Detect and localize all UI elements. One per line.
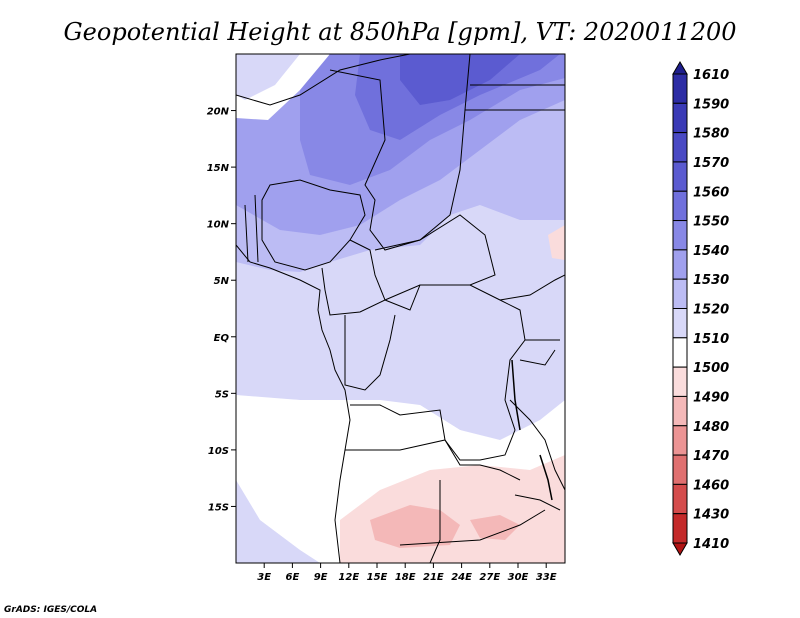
- colorbar-segment: [672, 337, 688, 368]
- x-tick-label: 30E: [508, 572, 529, 583]
- colorbar-segment: [672, 73, 688, 104]
- y-tick-label: 15S: [208, 502, 229, 513]
- y-axis: 20N 15N 10N 5N EQ 5S 10S 15S: [207, 107, 236, 513]
- map-title: Geopotential Height at 850hPa [gpm], VT:…: [64, 18, 737, 46]
- x-tick-label: 12E: [338, 572, 359, 583]
- colorbar-label: 1460: [693, 478, 729, 493]
- x-tick-label: 33E: [536, 572, 557, 583]
- colorbar-segment: [672, 395, 688, 427]
- y-tick-label: 5N: [214, 276, 230, 287]
- colorbar-segment: [672, 220, 688, 251]
- colorbar: 1610 1590 1580 1570 1560 1550 1540 1530 1520 1510…: [672, 61, 729, 556]
- colorbar-segment: [672, 425, 688, 456]
- y-tick-label: 5S: [215, 389, 229, 400]
- colorbar-label: 1490: [693, 390, 729, 405]
- colorbar-label: 1550: [693, 215, 729, 230]
- x-tick-label: 21E: [423, 572, 444, 583]
- colorbar-top-arrow: [672, 61, 688, 75]
- colorbar-label: 1410: [693, 537, 729, 552]
- colorbar-segment: [672, 483, 688, 515]
- colorbar-label: 1480: [693, 420, 729, 435]
- colorbar-label: 1560: [693, 185, 729, 200]
- x-tick-label: 3E: [257, 572, 271, 583]
- colorbar-segment: [672, 513, 688, 544]
- colorbar-label: 1520: [693, 303, 729, 318]
- colorbar-segment: [672, 308, 688, 339]
- x-tick-label: 18E: [395, 572, 416, 583]
- colorbar-label: 1540: [693, 244, 729, 259]
- colorbar-segment: [672, 454, 688, 485]
- y-tick-label: 10S: [208, 446, 229, 457]
- x-tick-label: 27E: [479, 572, 500, 583]
- map-frame: [235, 53, 566, 564]
- colorbar-label: 1510: [693, 332, 729, 347]
- x-axis: 3E 6E 9E 12E 15E 18E 21E 24E 27E 30E 33E: [257, 563, 557, 583]
- colorbar-segment: [672, 190, 688, 222]
- colorbar-segment: [672, 132, 688, 163]
- y-tick-label: 10N: [207, 220, 230, 231]
- colorbar-label: 1430: [693, 508, 729, 523]
- colorbar-label: 1580: [693, 127, 729, 142]
- colorbar-label: 1570: [693, 156, 729, 171]
- colorbar-segment: [672, 102, 688, 134]
- x-tick-label: 6E: [286, 572, 300, 583]
- colorbar-label: 1530: [693, 273, 729, 288]
- colorbar-segment: [672, 249, 688, 280]
- colorbar-segment: [672, 161, 688, 192]
- y-tick-label: 15N: [207, 163, 230, 174]
- colorbar-segment: [672, 278, 688, 309]
- colorbar-segment: [672, 366, 688, 397]
- colorbar-label: 1590: [693, 97, 729, 112]
- colorbar-label: 1500: [693, 361, 729, 376]
- x-tick-label: 9E: [314, 572, 328, 583]
- colorbar-bottom-arrow: [672, 542, 688, 556]
- x-tick-label: 15E: [367, 572, 388, 583]
- colorbar-label: 1470: [693, 449, 729, 464]
- grads-credit: GrADS: IGES/COLA: [4, 605, 97, 615]
- colorbar-label: 1610: [693, 68, 729, 83]
- y-tick-label: 20N: [207, 107, 230, 118]
- geopotential-field: [236, 54, 565, 563]
- y-tick-label: EQ: [214, 333, 230, 344]
- country-borders: [236, 54, 565, 563]
- x-tick-label: 24E: [451, 572, 472, 583]
